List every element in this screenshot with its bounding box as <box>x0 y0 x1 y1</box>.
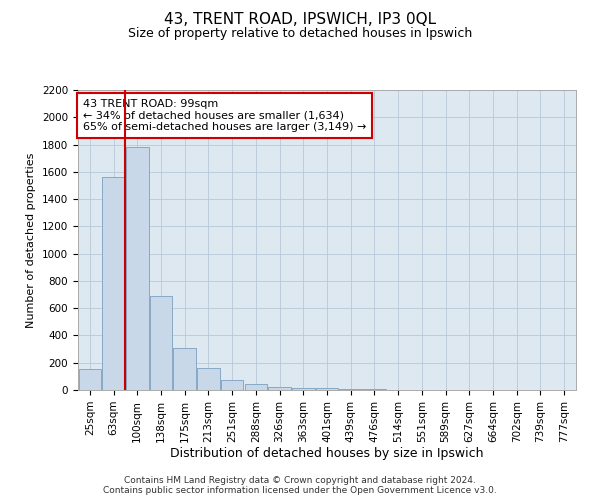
Bar <box>268 386 291 390</box>
Text: Size of property relative to detached houses in Ipswich: Size of property relative to detached ho… <box>128 28 472 40</box>
Bar <box>221 380 244 390</box>
Bar <box>150 296 172 390</box>
Y-axis label: Number of detached properties: Number of detached properties <box>26 152 37 328</box>
Bar <box>197 368 220 390</box>
Text: 43 TRENT ROAD: 99sqm
← 34% of detached houses are smaller (1,634)
65% of semi-de: 43 TRENT ROAD: 99sqm ← 34% of detached h… <box>83 99 367 132</box>
Bar <box>103 178 125 390</box>
X-axis label: Distribution of detached houses by size in Ipswich: Distribution of detached houses by size … <box>170 448 484 460</box>
Text: Contains HM Land Registry data © Crown copyright and database right 2024.
Contai: Contains HM Land Registry data © Crown c… <box>103 476 497 495</box>
Bar <box>292 388 314 390</box>
Text: 43, TRENT ROAD, IPSWICH, IP3 0QL: 43, TRENT ROAD, IPSWICH, IP3 0QL <box>164 12 436 28</box>
Bar <box>340 389 362 390</box>
Bar <box>173 348 196 390</box>
Bar <box>245 384 267 390</box>
Bar <box>79 369 101 390</box>
Bar <box>316 388 338 390</box>
Bar <box>126 148 149 390</box>
